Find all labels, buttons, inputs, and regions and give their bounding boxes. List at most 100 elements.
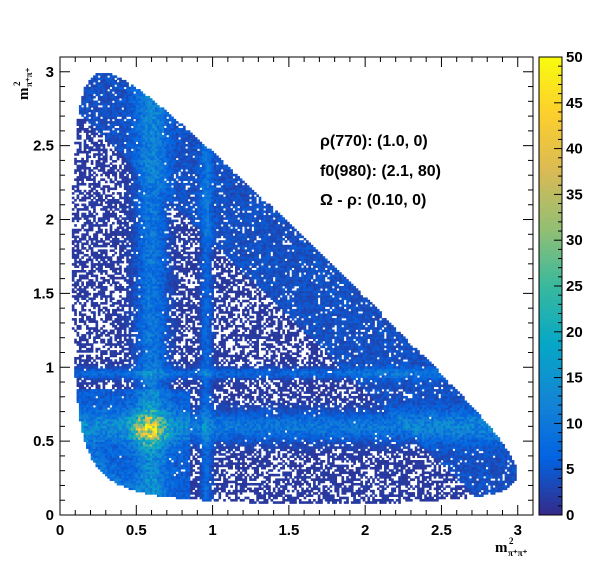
heatmap-cell	[159, 441, 162, 445]
heatmap-cell	[133, 125, 136, 129]
heatmap-cell	[107, 256, 110, 259]
heatmap-cell	[81, 127, 84, 131]
heatmap-cell	[121, 324, 125, 328]
heatmap-cell	[130, 460, 134, 463]
heatmap-cell	[93, 283, 96, 287]
heatmap-cell	[74, 153, 77, 156]
heatmap-cell	[119, 338, 122, 342]
heatmap-cell	[145, 290, 148, 294]
heatmap-cell	[145, 373, 148, 376]
heatmap-cell	[140, 299, 144, 303]
heatmap-cell	[102, 400, 106, 404]
heatmap-cell	[93, 123, 96, 126]
heatmap-cell	[154, 116, 158, 120]
heatmap-cell	[142, 363, 146, 367]
heatmap-cell	[128, 444, 132, 447]
heatmap-cell	[128, 283, 132, 287]
heatmap-cell	[74, 235, 77, 239]
heatmap-cell	[81, 308, 84, 312]
heatmap-cell	[156, 144, 160, 147]
heatmap-cell	[95, 356, 99, 360]
heatmap-cell	[95, 182, 99, 186]
heatmap-cell	[97, 446, 101, 449]
heatmap-cell	[130, 368, 134, 372]
heatmap-cell	[138, 162, 141, 165]
heatmap-cell	[142, 123, 146, 126]
heatmap-cell	[116, 302, 120, 305]
heatmap-cell	[95, 444, 99, 447]
heatmap-cell	[133, 377, 136, 381]
heatmap-cell	[135, 473, 139, 477]
heatmap-cell	[119, 166, 122, 170]
heatmap-cell	[114, 350, 118, 353]
heatmap-cell	[133, 290, 136, 294]
heatmap-cell	[156, 224, 160, 227]
heatmap-cell	[149, 466, 153, 470]
heatmap-cell	[97, 336, 101, 339]
heatmap-cell	[140, 393, 144, 397]
heatmap-cell	[93, 208, 96, 211]
heatmap-cell	[88, 219, 92, 223]
heatmap-cell	[156, 121, 160, 124]
heatmap-cell	[83, 265, 87, 268]
heatmap-cell	[104, 288, 108, 291]
heatmap-cell	[100, 107, 103, 110]
heatmap-cell	[133, 439, 136, 443]
heatmap-cell	[154, 185, 158, 188]
heatmap-cell	[93, 304, 96, 307]
heatmap-cell	[119, 95, 122, 99]
heatmap-cell	[126, 198, 129, 202]
heatmap-cell	[90, 437, 94, 440]
heatmap-cell	[88, 448, 92, 452]
heatmap-cell	[145, 217, 148, 220]
heatmap-cell	[104, 473, 108, 477]
heatmap-cell	[126, 343, 129, 346]
heatmap-cell	[133, 217, 136, 220]
heatmap-cell	[130, 107, 134, 110]
heatmap-cell	[78, 217, 82, 220]
heatmap-cell	[109, 462, 113, 465]
heatmap-cell	[121, 327, 125, 330]
heatmap-cell	[147, 306, 151, 310]
heatmap-cell	[90, 116, 94, 120]
heatmap-cell	[107, 198, 110, 202]
heatmap-cell	[93, 455, 96, 459]
heatmap-cell	[152, 137, 155, 140]
heatmap-cell	[100, 86, 103, 90]
heatmap-cell	[71, 201, 75, 204]
heatmap-cell	[104, 356, 108, 360]
heatmap-cell	[121, 274, 125, 278]
heatmap-cell	[130, 157, 134, 161]
heatmap-cell	[149, 146, 153, 149]
heatmap-cell	[121, 464, 125, 468]
heatmap-cell	[140, 286, 144, 289]
heatmap-cell	[119, 219, 122, 223]
heatmap-cell	[107, 79, 110, 83]
heatmap-cell	[97, 423, 101, 426]
heatmap-cell	[88, 82, 92, 85]
heatmap-cell	[138, 290, 141, 294]
heatmap-cell	[142, 127, 146, 131]
heatmap-cell	[126, 176, 129, 179]
heatmap-cell	[147, 295, 151, 298]
heatmap-cell	[128, 471, 132, 475]
heatmap-cell	[130, 137, 134, 140]
heatmap-cell	[154, 231, 158, 234]
heatmap-cell	[140, 274, 144, 278]
heatmap-cell	[156, 283, 160, 287]
heatmap-cell	[140, 134, 144, 138]
heatmap-cell	[130, 226, 134, 230]
heatmap-cell	[142, 221, 146, 225]
heatmap-cell	[116, 150, 120, 154]
heatmap-cell	[119, 446, 122, 449]
heatmap-cell	[140, 311, 144, 314]
heatmap-cell	[135, 402, 139, 406]
heatmap-cell	[116, 398, 120, 401]
heatmap-cell	[154, 162, 158, 165]
heatmap-cell	[133, 446, 136, 449]
heatmap-cell	[142, 95, 146, 99]
heatmap-cell	[90, 178, 94, 181]
heatmap-cell	[149, 267, 153, 271]
heatmap-cell	[152, 423, 155, 426]
heatmap-cell	[102, 258, 106, 262]
